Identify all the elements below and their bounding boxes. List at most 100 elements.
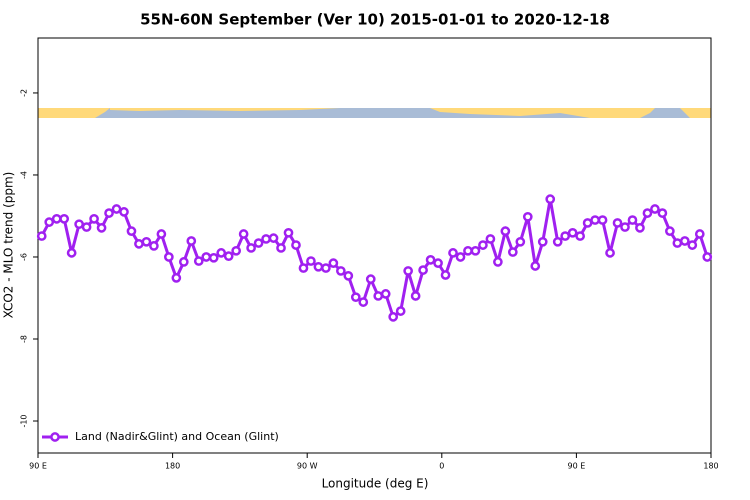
data-point	[560, 231, 571, 241]
data-point	[418, 265, 428, 275]
data-point	[530, 261, 541, 271]
data-point	[605, 248, 615, 258]
data-point	[66, 248, 77, 258]
data-point	[650, 204, 660, 214]
data-point	[582, 218, 593, 228]
map-ocean	[38, 108, 110, 118]
data-point	[537, 236, 548, 247]
data-point	[89, 213, 99, 224]
data-point	[253, 238, 264, 248]
data-point	[612, 218, 623, 228]
data-point	[687, 240, 698, 250]
data-point	[627, 215, 638, 225]
data-point	[575, 231, 585, 241]
y-tick-label: -8	[20, 335, 29, 343]
data-point	[515, 236, 526, 247]
data-point	[635, 223, 645, 233]
data-point	[373, 291, 384, 301]
data-point	[694, 229, 705, 239]
legend-marker	[50, 432, 60, 442]
data-point	[395, 306, 406, 316]
data-point	[74, 219, 84, 230]
y-axis-label: XCO2 - MLO trend (ppm)	[2, 172, 16, 319]
data-point	[679, 236, 690, 246]
data-point	[410, 291, 421, 301]
data-point	[350, 292, 361, 303]
data-point	[642, 208, 653, 218]
x-tick-label: 0	[439, 462, 444, 471]
x-tick-label: 90 E	[29, 462, 47, 471]
data-point	[186, 236, 197, 246]
data-point	[328, 258, 339, 268]
data-point	[403, 266, 413, 276]
data-point	[702, 252, 713, 262]
data-point	[336, 266, 346, 276]
data-point	[51, 213, 62, 224]
data-point	[493, 257, 503, 267]
map-land	[38, 108, 711, 118]
data-point	[208, 252, 219, 263]
data-point	[552, 236, 563, 247]
data-point	[463, 245, 473, 256]
data-point	[567, 227, 578, 238]
data-point	[59, 213, 70, 224]
data-point	[283, 227, 294, 238]
x-tick-label: 90 E	[568, 462, 586, 471]
data-point	[321, 263, 331, 273]
data-point	[193, 256, 204, 266]
data-point	[672, 238, 683, 248]
x-axis-label: Longitude (deg E)	[322, 477, 429, 491]
data-point	[478, 240, 488, 250]
data-point	[81, 222, 92, 232]
data-point	[597, 215, 608, 225]
data-point	[306, 256, 316, 266]
data-point	[178, 257, 189, 267]
data-point	[149, 241, 159, 251]
y-tick-label: -2	[20, 89, 29, 97]
data-point	[470, 245, 481, 256]
y-tick-label: -10	[20, 414, 29, 427]
map-ocean	[430, 108, 655, 118]
data-point	[507, 247, 518, 257]
legend: Land (Nadir&Glint) and Ocean (Glint)	[42, 430, 279, 443]
data-point	[276, 243, 286, 253]
data-point	[455, 252, 466, 262]
chart-title: 55N-60N September (Ver 10) 2015-01-01 to…	[140, 11, 610, 29]
data-point	[134, 239, 144, 249]
plot-frame	[37, 37, 712, 454]
data-point	[485, 234, 496, 244]
data-point	[231, 245, 242, 256]
data-point	[500, 226, 511, 236]
data-point	[246, 243, 256, 253]
data-point	[141, 236, 152, 247]
data-point	[665, 226, 675, 236]
data-point	[261, 234, 271, 244]
data-point	[164, 252, 174, 262]
data-point	[201, 252, 212, 262]
data-point	[425, 255, 436, 265]
data-point	[111, 204, 122, 214]
x-tick-label: 90 W	[297, 462, 318, 471]
data-point	[433, 258, 443, 268]
map-ocean	[680, 108, 711, 118]
data-point	[223, 251, 234, 262]
data-point	[365, 274, 376, 284]
data-point	[448, 248, 458, 258]
x-tick-label: 180	[165, 462, 180, 471]
data-point	[268, 233, 279, 243]
data-point	[36, 231, 47, 241]
y-tick-label: -6	[20, 253, 29, 261]
data-point	[620, 222, 630, 232]
data-point	[291, 240, 301, 250]
data-point	[126, 226, 137, 236]
data-point	[590, 215, 600, 225]
data-point	[545, 194, 556, 205]
data-point	[358, 297, 369, 307]
data-point	[119, 207, 129, 217]
legend-label: Land (Nadir&Glint) and Ocean (Glint)	[75, 430, 279, 443]
map-ocean	[110, 108, 340, 111]
data-point	[380, 289, 391, 299]
data-point	[156, 229, 167, 239]
data-point	[104, 208, 114, 218]
